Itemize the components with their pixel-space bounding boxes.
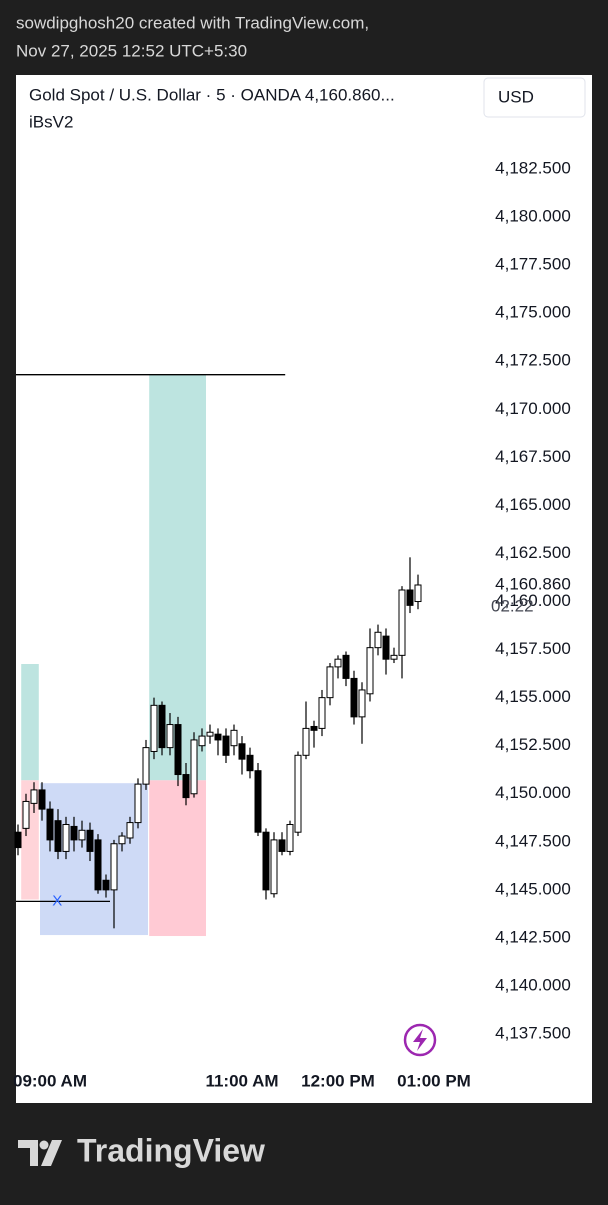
marker-label: X: [52, 892, 62, 909]
y-tick-label: 4,182.500: [495, 158, 571, 177]
candle-body: [118, 835, 126, 845]
candle-body: [182, 774, 190, 799]
y-tick-label: 4,140.000: [495, 975, 571, 994]
y-tick-label: 4,165.000: [495, 495, 571, 514]
zone: [21, 664, 39, 781]
lightning-icon[interactable]: [403, 1023, 437, 1057]
candle-body: [94, 839, 102, 891]
candle-body: [246, 754, 254, 772]
indicator-name: iBsV2: [29, 112, 73, 131]
zone: [149, 780, 206, 937]
plot: X 4,137.500 4,140.000 4,142.500 4,145.000 4,1…: [13, 158, 571, 1090]
candle-body: [270, 839, 278, 895]
countdown: 02:22: [491, 596, 534, 615]
candle-body: [190, 739, 198, 795]
candle-body: [238, 743, 246, 760]
candle-body: [374, 631, 382, 649]
candle-body: [262, 831, 270, 891]
y-tick-label: 4,157.500: [495, 639, 571, 658]
candle-body: [358, 689, 366, 718]
candle-body: [54, 820, 62, 852]
date-line: Nov 27, 2025 12:52 UTC+5:30: [16, 41, 247, 60]
candle-body: [14, 831, 22, 849]
x-tick-label: 12:00 PM: [301, 1071, 375, 1090]
candle-body: [398, 589, 406, 656]
candle-body: [142, 747, 150, 785]
y-tick-label: 4,170.000: [495, 399, 571, 418]
currency-label: USD: [498, 87, 534, 106]
y-tick-label: 4,162.500: [495, 543, 571, 562]
y-tick-label: 4,142.500: [495, 927, 571, 946]
candle-body: [126, 822, 134, 839]
y-tick-label: 4,155.000: [495, 687, 571, 706]
candle-body: [158, 704, 166, 749]
currency-button[interactable]: [483, 77, 586, 118]
candle-body: [318, 697, 326, 729]
chart-title: Gold Spot / U.S. Dollar · 5 · OANDA 4,16…: [29, 85, 395, 104]
candle-body: [38, 789, 46, 810]
candle-body: [30, 789, 38, 804]
candle-body: [414, 584, 422, 603]
y-tick-label: 4,177.500: [495, 255, 571, 274]
candle-body: [350, 677, 358, 718]
zone: [40, 783, 148, 936]
y-tick-label: 4,175.000: [495, 303, 571, 322]
legend-bg: [18, 78, 458, 138]
y-tick-label: 4,137.500: [495, 1024, 571, 1043]
candle-body: [198, 735, 206, 747]
last-price-label: 4,160.860: [495, 574, 571, 593]
x-tick-label: 11:00 AM: [205, 1071, 278, 1090]
candle-body: [62, 824, 70, 852]
candle-body: [150, 704, 158, 752]
candle-body: [366, 647, 374, 695]
candle-body: [310, 725, 318, 731]
candle-body: [406, 589, 414, 606]
candle-body: [174, 724, 182, 776]
y-tick-label: 4,150.000: [495, 783, 571, 802]
candle-body: [294, 754, 302, 833]
y-tick-label: 4,167.500: [495, 447, 571, 466]
candle-body: [286, 824, 294, 852]
author-line: sowdipghosh20 created with TradingView.c…: [16, 13, 369, 32]
candle-body: [334, 658, 342, 668]
candle-body: [78, 829, 86, 841]
candle-body: [102, 879, 110, 891]
y-tick-label: 4,160.000: [495, 591, 571, 610]
candle-body: [110, 843, 118, 891]
candle-body: [22, 800, 30, 829]
candle-body: [342, 654, 350, 679]
x-tick-label: 09:00 AM: [13, 1071, 87, 1090]
y-tick-label: 4,152.500: [495, 735, 571, 754]
candle-body: [390, 654, 398, 660]
candle-body: [214, 733, 222, 741]
candle-body: [46, 808, 54, 841]
y-tick-label: 4,145.000: [495, 879, 571, 898]
candle-body: [86, 829, 94, 852]
candle-body: [70, 825, 78, 841]
candle-body: [166, 724, 174, 749]
candle-body: [222, 735, 230, 756]
brand-logo: [18, 1140, 62, 1166]
candle-body: [254, 770, 262, 833]
candle-body: [278, 839, 286, 852]
candle-body: [302, 727, 310, 756]
y-tick-label: 4,180.000: [495, 207, 571, 226]
candle-body: [206, 731, 214, 737]
y-tick-label: 4,147.500: [495, 831, 571, 850]
candle-body: [382, 635, 390, 660]
x-tick-label: 01:00 PM: [397, 1071, 471, 1090]
candle-body: [230, 729, 238, 747]
candle-body: [326, 666, 334, 699]
brand-name: TradingView: [77, 1132, 265, 1168]
y-tick-label: 4,172.500: [495, 351, 571, 370]
candle-body: [134, 783, 142, 824]
